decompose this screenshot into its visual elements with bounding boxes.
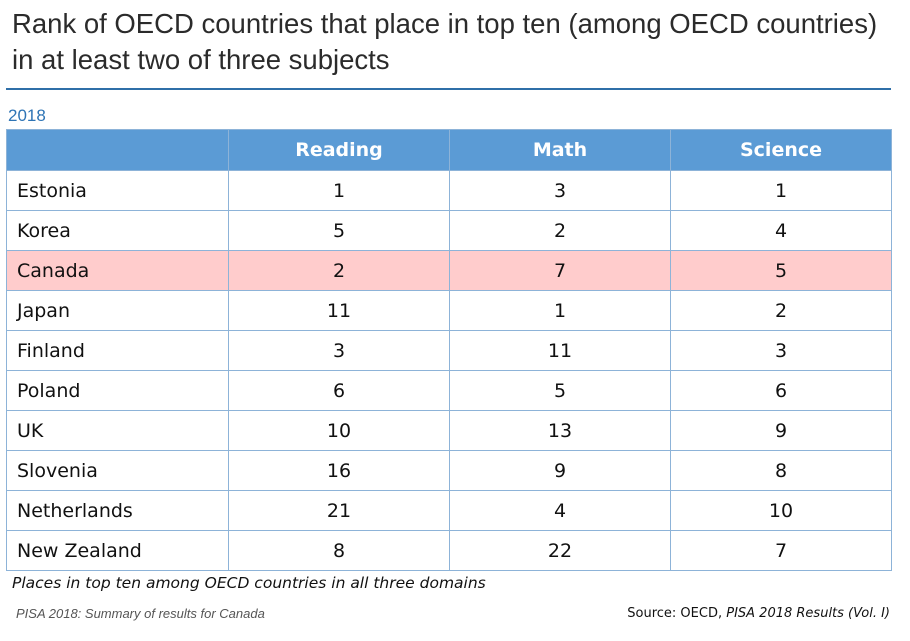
source-document: PISA 2018: Summary of results for Canada <box>16 606 265 621</box>
math-rank-cell: 9 <box>449 450 671 491</box>
reading-rank-cell: 2 <box>228 250 450 291</box>
year-label: 2018 <box>8 106 46 125</box>
table-body: Estonia 1 3 1 Korea 5 2 4 Canada 2 7 5 Japan 11 1 2 Finl… <box>6 170 892 571</box>
header-science: Science <box>670 129 892 171</box>
source-title: PISA 2018 Results (Vol. I) <box>726 606 890 621</box>
table-row: Estonia 1 3 1 <box>6 170 892 211</box>
country-cell: UK <box>6 410 229 451</box>
math-rank-cell: 1 <box>449 290 671 331</box>
country-cell: Poland <box>6 370 229 411</box>
table-row: UK 10 13 9 <box>6 410 892 451</box>
table-row: Canada 2 7 5 <box>6 250 892 291</box>
reading-rank-cell: 8 <box>228 530 450 571</box>
country-cell: New Zealand <box>6 530 229 571</box>
math-rank-cell: 13 <box>449 410 671 451</box>
table-header-row: Reading Math Science <box>6 129 892 171</box>
science-rank-cell: 8 <box>670 450 892 491</box>
header-math: Math <box>449 129 671 171</box>
reading-rank-cell: 6 <box>228 370 450 411</box>
table-row: Finland 3 11 3 <box>6 330 892 371</box>
table-row: New Zealand 8 22 7 <box>6 530 892 571</box>
science-rank-cell: 5 <box>670 250 892 291</box>
reading-rank-cell: 5 <box>228 210 450 251</box>
table-row: Netherlands 21 4 10 <box>6 490 892 531</box>
country-cell: Finland <box>6 330 229 371</box>
table-row: Japan 11 1 2 <box>6 290 892 331</box>
title-divider <box>6 88 891 90</box>
reading-rank-cell: 1 <box>228 170 450 211</box>
science-rank-cell: 4 <box>670 210 892 251</box>
table-row: Poland 6 5 6 <box>6 370 892 411</box>
footnote: Places in top ten among OECD countries i… <box>12 574 486 592</box>
math-rank-cell: 11 <box>449 330 671 371</box>
math-rank-cell: 3 <box>449 170 671 211</box>
table-row: Korea 5 2 4 <box>6 210 892 251</box>
reading-rank-cell: 3 <box>228 330 450 371</box>
reading-rank-cell: 10 <box>228 410 450 451</box>
math-rank-cell: 22 <box>449 530 671 571</box>
science-rank-cell: 9 <box>670 410 892 451</box>
science-rank-cell: 2 <box>670 290 892 331</box>
source-prefix: Source: OECD, <box>627 606 727 621</box>
science-rank-cell: 6 <box>670 370 892 411</box>
chart-title: Rank of OECD countries that place in top… <box>12 8 878 75</box>
country-cell: Slovenia <box>6 450 229 491</box>
rank-table: Reading Math Science Estonia 1 3 1 Korea 5 2 4 C… <box>6 129 892 571</box>
reading-rank-cell: 16 <box>228 450 450 491</box>
science-rank-cell: 10 <box>670 490 892 531</box>
country-cell: Estonia <box>6 170 229 211</box>
source-citation: Source: OECD, PISA 2018 Results (Vol. I) <box>627 606 890 621</box>
science-rank-cell: 3 <box>670 330 892 371</box>
table-row: Slovenia 16 9 8 <box>6 450 892 491</box>
reading-rank-cell: 11 <box>228 290 450 331</box>
country-cell: Japan <box>6 290 229 331</box>
science-rank-cell: 1 <box>670 170 892 211</box>
science-rank-cell: 7 <box>670 530 892 571</box>
header-reading: Reading <box>228 129 450 171</box>
country-cell: Netherlands <box>6 490 229 531</box>
country-cell: Canada <box>6 250 229 291</box>
reading-rank-cell: 21 <box>228 490 450 531</box>
math-rank-cell: 5 <box>449 370 671 411</box>
math-rank-cell: 7 <box>449 250 671 291</box>
header-country <box>6 129 229 171</box>
math-rank-cell: 2 <box>449 210 671 251</box>
math-rank-cell: 4 <box>449 490 671 531</box>
country-cell: Korea <box>6 210 229 251</box>
